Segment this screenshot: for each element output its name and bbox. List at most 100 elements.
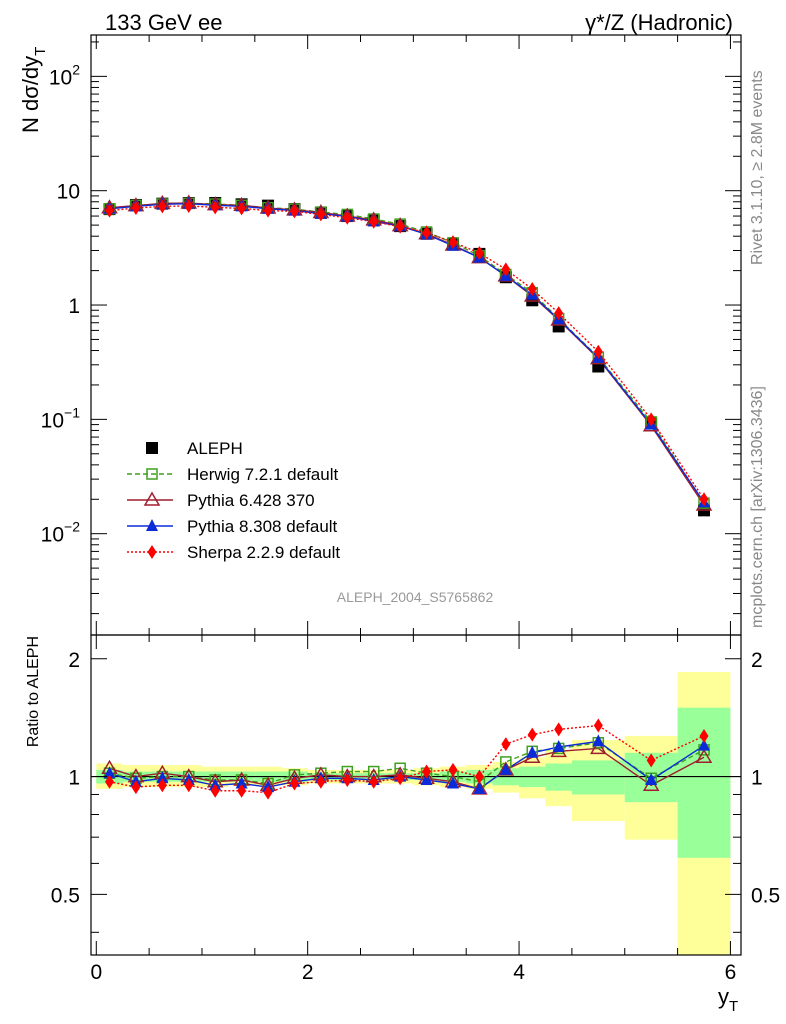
ratio-point-sherpa-2-2-9-default [316, 774, 326, 789]
point-pythia-6-428-370 [550, 311, 567, 326]
point-sherpa-2-2-9-default [369, 214, 379, 229]
ratio-panel: 0 2 4 6 0.5 0.5 1 1 2 2 Ratio to ALEPH yT [25, 634, 780, 1015]
ratio-point-pythia-8-308-default [499, 762, 512, 775]
x-tick-label: 0 [90, 961, 102, 984]
point-sherpa-2-2-9-default [131, 201, 141, 216]
ratio-point-pythia-8-308-default [156, 771, 169, 784]
ratio-point-pythia-8-308-default [103, 766, 116, 779]
ratio-point-sherpa-2-2-9-default [369, 774, 379, 789]
point-sherpa-2-2-9-default [395, 219, 405, 234]
point-sherpa-2-2-9-default [316, 207, 326, 222]
ratio-point-sherpa-2-2-9-default [474, 769, 484, 784]
ratio-point-sherpa-2-2-9-default [210, 783, 220, 798]
ratio-y-tick-label: 2 [68, 649, 80, 672]
main-plot-marks [101, 194, 713, 517]
legend: ALEPH Herwig 7.2.1 default Pythia 6.428 37… [127, 439, 340, 562]
point-sherpa-2-2-9-default [157, 199, 167, 214]
header-left-title: 133 GeV ee [105, 10, 222, 35]
ratio-point-sherpa-2-2-9-default [501, 737, 511, 752]
main-panel: 102 10 1 10−1 10−2 N dσ/dyT ALEPH_2004_S5765… [18, 34, 742, 636]
point-sherpa-2-2-9-default [527, 282, 537, 297]
point-sherpa-2-2-9-default [289, 204, 299, 219]
ratio-point-sherpa-2-2-9-default [263, 785, 273, 800]
ratio-point-sherpa-2-2-9-default [593, 718, 603, 733]
ratio-point-sherpa-2-2-9-default [646, 753, 656, 768]
side-text-mcplots: mcplots.cern.ch [arXiv:1306.3436] [749, 386, 766, 628]
ratio-plot-marks [91, 672, 741, 955]
legend-label-pythia-6-428-370: Pythia 6.428 370 [187, 491, 315, 510]
point-sherpa-2-2-9-default [210, 200, 220, 215]
y-tick-label: 1 [68, 295, 80, 318]
point-sherpa-2-2-9-default [593, 344, 603, 359]
point-sherpa-2-2-9-default [422, 225, 432, 240]
point-sherpa-2-2-9-default [237, 201, 247, 216]
point-sherpa-2-2-9-default [448, 235, 458, 250]
y-tick-label: 102 [49, 61, 80, 89]
ratio-point-pythia-6-428-370 [695, 748, 713, 764]
point-sherpa-2-2-9-default [646, 412, 656, 427]
header-right-title: γ*/Z (Hadronic) [585, 10, 733, 35]
x-tick-label: 2 [302, 961, 314, 984]
legend-label-aleph: ALEPH [187, 439, 243, 458]
legend-marker-aleph [146, 442, 158, 454]
ratio-y-tick-label-right: 0.5 [751, 884, 780, 907]
ratio-point-pythia-8-308-default [592, 734, 605, 747]
ratio-point-pythia-8-308-default [698, 738, 711, 751]
ratio-y-tick-label: 1 [68, 767, 80, 790]
ratio-point-sherpa-2-2-9-default [699, 728, 709, 743]
legend-label-pythia-8-308-default: Pythia 8.308 default [187, 517, 338, 536]
point-sherpa-2-2-9-default [699, 492, 709, 507]
x-axis-label: yT [718, 984, 738, 1015]
legend-label-sherpa-2-2-9-default: Sherpa 2.2.9 default [187, 543, 340, 562]
ratio-y-tick-label-right: 1 [751, 767, 763, 790]
y-tick-label: 10 [57, 181, 80, 204]
point-sherpa-2-2-9-default [554, 306, 564, 321]
ratio-y-tick-label-right: 2 [751, 649, 763, 672]
ratio-point-pythia-8-308-default [552, 740, 565, 752]
ratio-point-sherpa-2-2-9-default [395, 771, 405, 786]
x-tick-label: 4 [513, 961, 525, 984]
ratio-point-sherpa-2-2-9-default [554, 722, 564, 737]
main-axes: 102 10 1 10−1 10−2 [41, 35, 741, 635]
ratio-point-pythia-8-308-default [420, 772, 433, 785]
ratio-axes: 0 2 4 6 0.5 0.5 1 1 2 2 [51, 635, 780, 984]
data-stat-uncertainty-band [571, 760, 625, 795]
point-sherpa-2-2-9-default [263, 203, 273, 218]
ratio-point-sherpa-2-2-9-default [131, 780, 141, 795]
point-sherpa-2-2-9-default [104, 203, 114, 218]
main-y-axis-label: N dσ/dyT [18, 47, 49, 133]
ratio-point-pythia-8-308-default [473, 781, 486, 794]
line-pythia-6-428-370 [109, 202, 705, 506]
ratio-point-sherpa-2-2-9-default [104, 774, 114, 789]
legend-marker-pythia-8-308-default [146, 519, 158, 531]
point-pythia-6-428-370 [590, 350, 607, 365]
point-sherpa-2-2-9-default [501, 262, 511, 277]
y-tick-label: 10−2 [41, 519, 81, 547]
ratio-point-sherpa-2-2-9-default [422, 764, 432, 779]
ratio-y-tick-label: 0.5 [51, 884, 80, 907]
ratio-y-axis-label: Ratio to ALEPH [25, 636, 42, 747]
ratio-line-sherpa-2-2-9-default [109, 724, 705, 794]
ratio-point-sherpa-2-2-9-default [157, 778, 167, 793]
line-herwig-7-2-1-default [109, 202, 705, 504]
analysis-watermark: ALEPH_2004_S5765862 [337, 589, 494, 605]
x-tick-label: 6 [725, 961, 737, 984]
ratio-point-pythia-8-308-default [645, 772, 658, 785]
ratio-frame [90, 634, 742, 956]
y-tick-label: 10−1 [41, 404, 81, 432]
ratio-point-pythia-6-428-370 [590, 739, 607, 755]
legend-marker-pythia-6-428-370 [143, 491, 161, 506]
side-text-rivet: Rivet 3.1.10, ≥ 2.8M events [749, 70, 766, 265]
ratio-point-sherpa-2-2-9-default [448, 762, 458, 777]
ratio-point-sherpa-2-2-9-default [342, 772, 352, 787]
point-sherpa-2-2-9-default [184, 198, 194, 213]
ratio-point-sherpa-2-2-9-default [527, 727, 537, 742]
ratio-point-pythia-8-308-default [526, 745, 539, 758]
legend-marker-sherpa-2-2-9-default [147, 545, 157, 559]
ratio-point-sherpa-2-2-9-default [184, 778, 194, 793]
ratio-point-pythia-8-308-default [235, 776, 248, 789]
point-sherpa-2-2-9-default [474, 246, 484, 261]
legend-marker-herwig-7-2-1-default [146, 468, 158, 480]
point-sherpa-2-2-9-default [342, 210, 352, 225]
